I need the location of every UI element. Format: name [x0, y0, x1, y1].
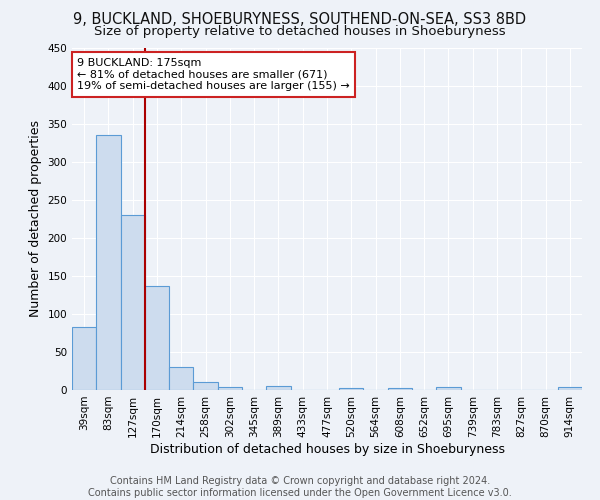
Bar [96, 135, 121, 390]
Text: Contains HM Land Registry data © Crown copyright and database right 2024.
Contai: Contains HM Land Registry data © Crown c… [88, 476, 512, 498]
Bar [388, 388, 412, 390]
Y-axis label: Number of detached properties: Number of detached properties [29, 120, 42, 318]
X-axis label: Distribution of detached houses by size in Shoeburyness: Distribution of detached houses by size … [149, 442, 505, 456]
Bar [72, 327, 96, 390]
Bar [169, 367, 193, 390]
Bar [145, 286, 169, 390]
Bar [266, 386, 290, 390]
Bar [121, 215, 145, 390]
Bar [558, 387, 582, 390]
Bar [436, 387, 461, 390]
Bar [193, 382, 218, 390]
Text: 9, BUCKLAND, SHOEBURYNESS, SOUTHEND-ON-SEA, SS3 8BD: 9, BUCKLAND, SHOEBURYNESS, SOUTHEND-ON-S… [73, 12, 527, 28]
Text: 9 BUCKLAND: 175sqm
← 81% of detached houses are smaller (671)
19% of semi-detach: 9 BUCKLAND: 175sqm ← 81% of detached hou… [77, 58, 350, 91]
Bar [339, 388, 364, 390]
Text: Size of property relative to detached houses in Shoeburyness: Size of property relative to detached ho… [94, 25, 506, 38]
Bar [218, 387, 242, 390]
